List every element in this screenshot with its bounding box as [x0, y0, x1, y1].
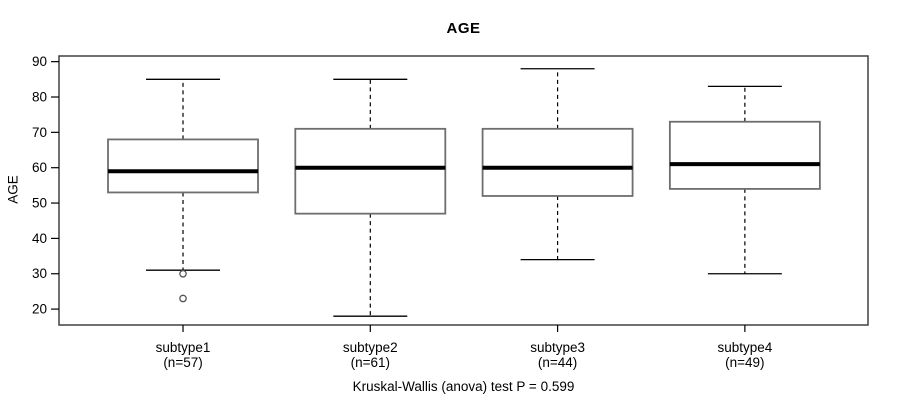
y-tick-label: 70: [32, 125, 47, 140]
y-tick-label: 90: [32, 54, 47, 69]
x-tick-sublabel: (n=57): [163, 355, 202, 370]
chart-title: AGE: [446, 20, 481, 37]
x-tick-label: subtype3: [530, 340, 585, 355]
y-tick-label: 30: [32, 266, 47, 281]
stat-test-caption: Kruskal-Wallis (anova) test P = 0.599: [352, 379, 575, 394]
x-tick-sublabel: (n=49): [725, 355, 764, 370]
y-tick-label: 60: [32, 160, 47, 175]
x-tick-sublabel: (n=61): [351, 355, 390, 370]
y-tick-label: 50: [32, 196, 47, 211]
x-tick-label: subtype4: [717, 340, 772, 355]
iqr-box: [107, 138, 259, 194]
iqr-box: [294, 127, 447, 215]
iqr-box: [668, 120, 821, 190]
y-tick-label: 20: [32, 302, 47, 317]
outlier-point: [179, 294, 187, 303]
x-tick-label: subtype1: [156, 340, 211, 355]
plot-border: [58, 55, 869, 326]
y-tick-label: 40: [32, 231, 47, 246]
x-tick-sublabel: (n=44): [538, 355, 577, 370]
outlier-point: [179, 269, 187, 278]
iqr-box: [481, 127, 634, 197]
x-tick-label: subtype2: [343, 340, 398, 355]
y-tick-label: 80: [32, 90, 47, 105]
